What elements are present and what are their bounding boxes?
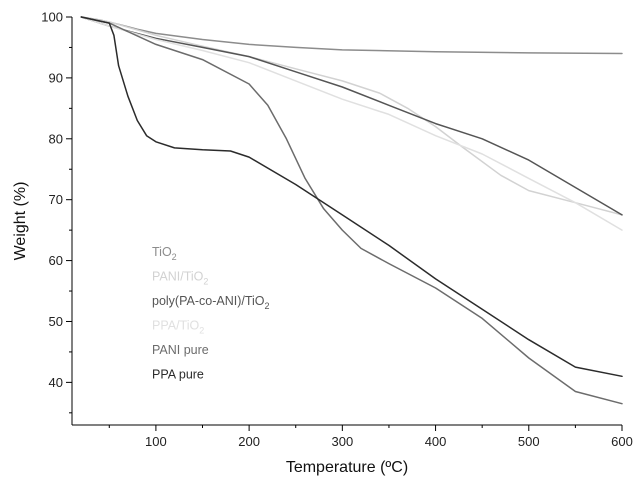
legend-label-subscript: 2 (203, 277, 208, 287)
legend-label: PPA/TiO (152, 319, 200, 333)
x-tick-label: 400 (425, 434, 447, 449)
series-line-1 (80, 16, 623, 55)
legend-label: PANI/TiO (152, 270, 204, 284)
legend-entry: PPA/TiO2 (152, 319, 204, 336)
series-line-6 (80, 16, 623, 378)
series-line-2 (80, 16, 623, 216)
y-tick-label: 70 (49, 192, 63, 207)
x-tick-label: 300 (331, 434, 353, 449)
legend-entry: PPA pure (152, 368, 204, 382)
y-tick-label: 50 (49, 314, 63, 329)
x-tick-label: 200 (238, 434, 260, 449)
y-tick-label: 60 (49, 253, 63, 268)
series-line-3 (80, 16, 623, 216)
x-axis-title: Temperature (ºC) (286, 459, 408, 476)
legend-label: PANI pure (152, 343, 209, 357)
legend-entry: poly(PA-co-ANI)/TiO2 (152, 294, 270, 311)
y-tick-label: 90 (49, 70, 63, 85)
y-tick-label: 80 (49, 131, 63, 146)
series-line-5 (80, 16, 623, 405)
legend-label: TiO (152, 245, 172, 259)
ticks: 100 200 300 400 500 600 40 50 60 70 80 90 100 (41, 10, 633, 450)
x-tick-label: 600 (611, 434, 633, 449)
legend-label-subscript: 2 (265, 301, 270, 311)
axes (71, 17, 622, 426)
legend-label: PPA pure (152, 368, 204, 382)
series-line-4 (80, 16, 623, 231)
x-tick-label: 100 (145, 434, 167, 449)
legend-entry: PANI/TiO2 (152, 270, 208, 287)
y-tick-label: 100 (41, 10, 63, 25)
x-tick-label: 500 (518, 434, 540, 449)
legend-label: poly(PA-co-ANI)/TiO (152, 294, 265, 308)
legend-label-subscript: 2 (172, 252, 177, 262)
legend: TiO2PANI/TiO2poly(PA-co-ANI)/TiO2PPA/TiO… (152, 245, 270, 382)
y-tick-label: 40 (49, 375, 63, 390)
y-axis-title: Weight (%) (12, 182, 29, 261)
series (80, 16, 623, 405)
legend-label-subscript: 2 (199, 326, 204, 336)
legend-entry: PANI pure (152, 343, 209, 357)
legend-entry: TiO2 (152, 245, 177, 262)
